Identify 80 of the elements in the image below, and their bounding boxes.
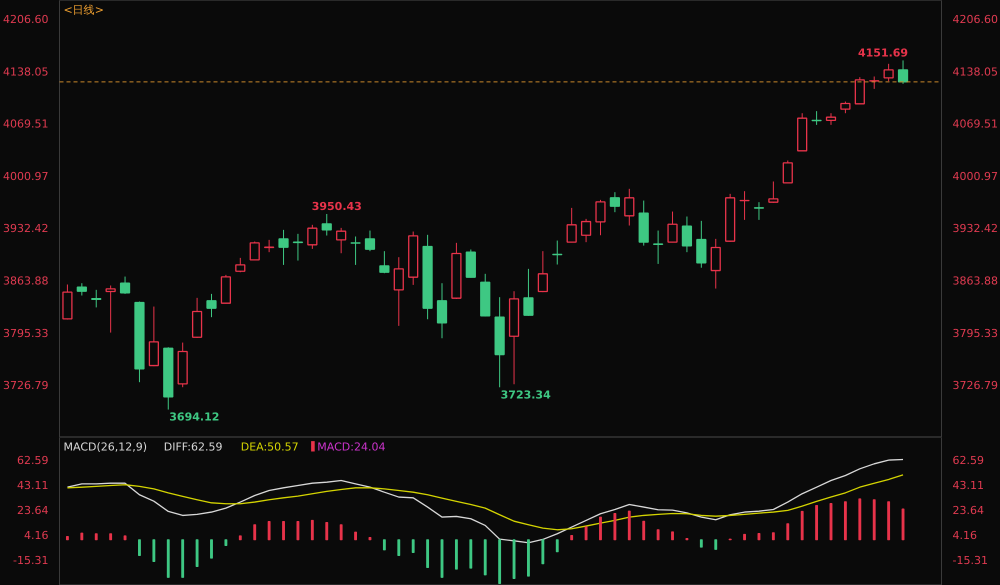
candlestick — [710, 238, 721, 290]
y-tick-label: 4206.60 — [3, 13, 49, 26]
candlestick — [292, 233, 304, 262]
candlestick — [754, 202, 764, 220]
candlestick — [106, 285, 116, 334]
candlestick — [811, 110, 822, 126]
candlestick — [768, 180, 778, 204]
candlestick — [235, 257, 246, 273]
y-tick-label: 3726.79 — [3, 379, 49, 392]
candlestick — [538, 250, 548, 293]
candlestick — [307, 224, 318, 250]
candlestick — [394, 256, 404, 326]
candlestick — [566, 207, 577, 244]
candlestick — [884, 63, 894, 82]
candlestick — [696, 220, 706, 268]
y-tick-label: 43.11 — [17, 478, 49, 492]
candlestick — [250, 241, 260, 261]
candlestick — [336, 227, 346, 254]
y2-tick-label: 3863.88 — [952, 274, 998, 288]
chart-title: <日线> — [64, 4, 104, 16]
y2-tick-label: 4069.51 — [952, 118, 998, 131]
y-tick-label: -15.31 — [13, 554, 49, 567]
candlestick — [206, 293, 217, 318]
candlestick — [278, 229, 289, 266]
y2-tick-label: 4000.97 — [952, 170, 998, 183]
line-series — [66, 474, 904, 530]
y-tick-label: 3863.88 — [3, 274, 49, 288]
candlestick — [364, 230, 376, 252]
candlestick — [854, 76, 865, 105]
annotation: 4151.69 — [858, 46, 908, 60]
y2-tick-label: -15.31 — [952, 554, 988, 567]
y2-tick-label: 3795.33 — [952, 326, 998, 340]
y-tick-label: 4138.05 — [3, 65, 49, 78]
candlestick — [782, 160, 793, 184]
y2-tick-label: 4138.05 — [952, 65, 998, 78]
text: DEA:50.57 — [240, 440, 299, 454]
candlestick — [350, 236, 361, 266]
candlestick — [869, 76, 880, 90]
y2-tick-label: 62.59 — [952, 454, 984, 467]
y-tick-label: 4069.51 — [3, 118, 49, 131]
y2-tick-label: 23.64 — [952, 504, 984, 517]
candlestick — [652, 230, 664, 264]
candlestick — [826, 112, 836, 126]
annotation: 3950.43 — [312, 200, 362, 213]
candlestick — [610, 192, 620, 213]
y-tick-label: 4000.97 — [3, 170, 49, 183]
candlestick — [76, 282, 87, 296]
candlestick — [898, 60, 908, 84]
candlestick — [120, 276, 130, 294]
candlestick — [523, 268, 534, 316]
candlestick — [624, 188, 634, 226]
candlestick — [840, 101, 851, 114]
y2-tick-label: 3932.42 — [952, 222, 998, 236]
candlestick — [91, 289, 102, 308]
legend-label: MACD:24.04 — [317, 440, 386, 454]
candlestick — [436, 282, 448, 339]
y-tick-label: 4.16 — [24, 528, 49, 542]
candlestick — [264, 239, 274, 253]
y2-tick-label: 4.16 — [952, 528, 977, 542]
candlestick — [682, 216, 692, 253]
y-tick-label: 62.59 — [17, 454, 49, 467]
candlestick — [322, 213, 332, 236]
y-tick-label: 3932.42 — [3, 222, 49, 236]
candlestick — [595, 199, 606, 236]
chart-title: MACD(26,12,9) — [64, 440, 148, 454]
y-tick-label: 23.64 — [17, 504, 49, 517]
candlestick — [667, 211, 678, 244]
candlestick — [739, 190, 750, 220]
y2-tick-label: 43.11 — [952, 478, 984, 492]
candlestick — [552, 240, 562, 266]
y2-tick-label: 3726.79 — [952, 379, 998, 392]
y-tick-label: 3795.33 — [3, 326, 49, 340]
annotation: 3694.12 — [169, 410, 220, 424]
text: DIFF:62.59 — [164, 440, 222, 454]
candlestick — [580, 218, 592, 243]
line-series — [66, 458, 904, 544]
candlestick — [379, 250, 390, 274]
candlestick — [148, 306, 159, 367]
y2-tick-label: 4206.60 — [952, 13, 998, 26]
annotation: 3723.34 — [500, 388, 552, 402]
